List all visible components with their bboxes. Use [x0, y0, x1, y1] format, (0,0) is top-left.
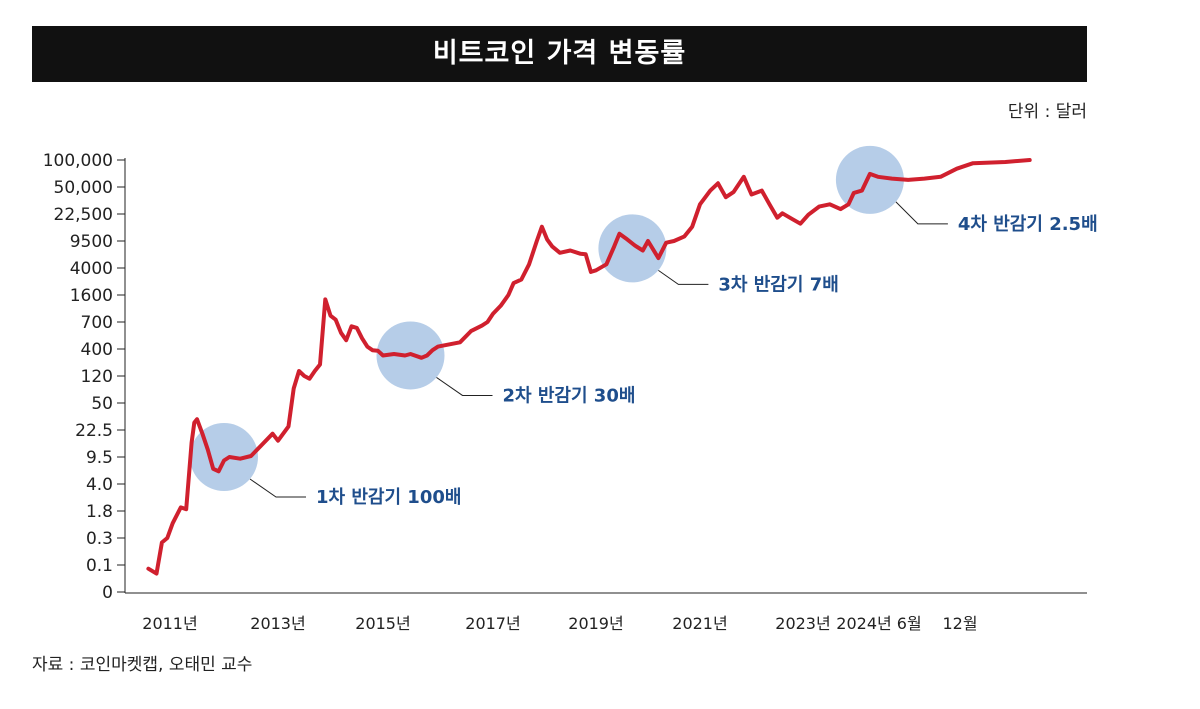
y-tick-label: 1.8: [86, 502, 113, 522]
y-tick-label: 22,500: [54, 205, 113, 225]
halving-annotation: 4차 반감기 2.5배: [958, 214, 1098, 235]
price-line: [146, 158, 1032, 576]
x-tick-label: 2019년: [568, 614, 623, 633]
y-tick-label: 9500: [70, 232, 113, 252]
annotations: 1차 반감기 100배 2차 반감기 30배 3차 반감기 7배 4차 반감기 2.5…: [249, 201, 1098, 508]
x-tick-label: 2017년: [465, 614, 520, 633]
x-tick-label: 2021년: [672, 614, 727, 633]
annotation-leader: [895, 201, 948, 225]
x-tick-label: 2013년: [250, 614, 305, 633]
unit-label: 단위 : 달러: [1007, 102, 1087, 122]
y-tick-label: 50,000: [54, 178, 113, 198]
chart-title: 비트코인 가격 변동률: [432, 38, 687, 69]
halving-circle: [190, 423, 258, 491]
y-tick-label: 120: [81, 367, 113, 387]
x-ticks: 2011년 2013년 2015년 2017년 2019년 2021년 2023년 2024년…: [142, 614, 977, 633]
source-label: 자료 : 코인마켓캡, 오태민 교수: [32, 655, 253, 675]
halving-annotation: 3차 반감기 7배: [718, 274, 838, 295]
y-tick-label: 4000: [70, 259, 113, 279]
annotation-leader: [249, 478, 306, 498]
y-tick-label: 400: [81, 340, 113, 360]
x-tick-label: 12월: [942, 614, 977, 633]
y-tick-label: 0.3: [86, 529, 113, 549]
y-tick-label: 100,000: [43, 151, 113, 171]
x-tick-label: 2024년 6월: [836, 614, 921, 633]
halving-annotation: 1차 반감기 100배: [316, 487, 461, 508]
y-tick-label: 1600: [70, 286, 113, 306]
y-tick-label: 0: [102, 583, 113, 603]
y-tick-label: 50: [91, 394, 113, 414]
y-tick-label: 22.5: [75, 421, 113, 441]
y-tick-label: 0.1: [86, 556, 113, 576]
halving-circle: [598, 214, 667, 283]
axes: [124, 158, 1087, 594]
title-bar: 비트코인 가격 변동률: [32, 26, 1087, 82]
halving-annotation: 2차 반감기 30배: [503, 385, 636, 406]
y-ticks: 100,000 50,000 22,500 9500 4000 1600 700 400 120…: [43, 151, 125, 603]
annotation-leader: [436, 377, 493, 396]
y-tick-label: 700: [81, 313, 113, 333]
halving-circles: [190, 145, 904, 491]
price-line-group: [146, 158, 1032, 576]
x-tick-label: 2015년: [355, 614, 410, 633]
x-tick-label: 2011년: [142, 614, 197, 633]
x-tick-label: 2023년: [775, 614, 830, 633]
y-tick-label: 4.0: [86, 475, 113, 495]
annotation-leader: [658, 269, 709, 285]
y-tick-label: 9.5: [86, 448, 113, 468]
